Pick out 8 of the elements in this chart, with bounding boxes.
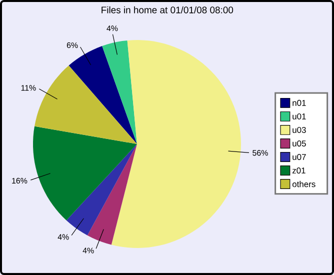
legend-label: u01 — [292, 113, 306, 120]
legend-label: u05 — [292, 140, 306, 146]
legend-label: others — [292, 180, 316, 188]
legend-label: z01 — [292, 168, 306, 174]
legend-label: n01 — [292, 100, 306, 106]
legend-label: u07 — [292, 154, 306, 160]
legend-label: u03 — [292, 126, 306, 133]
chart-title: Files in home at 01/01/08 08:00 — [102, 6, 234, 14]
